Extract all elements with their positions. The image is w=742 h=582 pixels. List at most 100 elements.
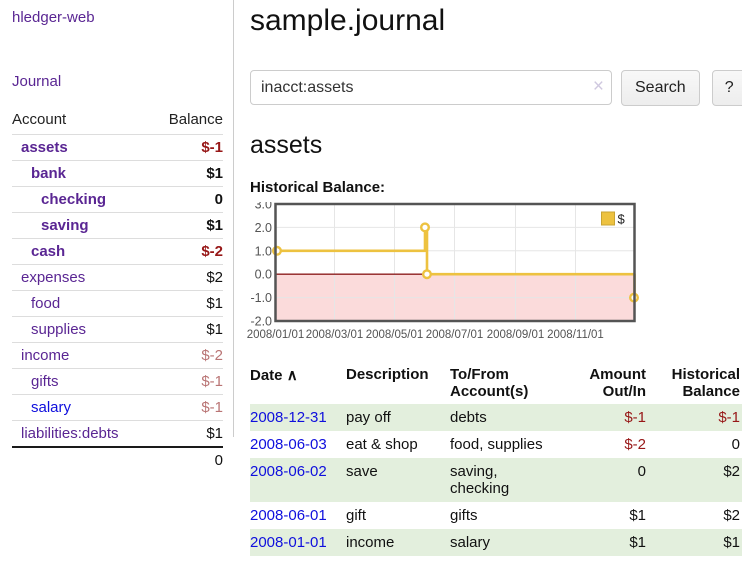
transaction-amount: 0 (562, 458, 648, 502)
svg-text:2008/01/01: 2008/01/01 (247, 329, 305, 341)
account-row: expenses $2 (12, 264, 223, 291)
account-balance: 0 (151, 186, 223, 213)
register-header-date[interactable]: Date ∧ (250, 367, 298, 384)
transaction-description: income (346, 529, 450, 556)
account-balance: $-1 (151, 134, 223, 161)
account-row: food $1 (12, 290, 223, 317)
account-balance: $2 (151, 264, 223, 291)
accounts-header-balance: Balance (168, 111, 223, 128)
page-title: sample.journal (250, 4, 446, 37)
account-row: supplies $1 (12, 316, 223, 343)
accounts-body: assets $-1 bank $1 checking 0 savin (12, 134, 223, 447)
svg-text:2008/09/01: 2008/09/01 (487, 329, 545, 341)
account-row: salary $-1 (12, 394, 223, 421)
register-row: 2008-01-01 income salary $1 $1 (250, 529, 742, 556)
transaction-amount: $1 (629, 507, 646, 524)
account-balance: $1 (151, 290, 223, 317)
transaction-accounts: food, supplies (450, 436, 543, 453)
account-row: cash $-2 (12, 238, 223, 265)
account-row: liabilities:debts $1 (12, 420, 223, 447)
accounts-header-account: Account (12, 111, 67, 128)
transaction-description: save (346, 458, 450, 502)
search-box: × (250, 70, 612, 106)
transaction-date-link[interactable]: 2008-06-02 (250, 463, 327, 480)
account-row: income $-2 (12, 342, 223, 369)
account-link[interactable]: income (21, 347, 70, 364)
transaction-date-link[interactable]: 2008-06-01 (250, 507, 327, 524)
help-button[interactable]: ? (711, 70, 742, 106)
transaction-balance: $2 (723, 507, 740, 524)
accounts-total-value: 0 (151, 446, 223, 473)
sidebar: hledger-web Journal Account Balance asse… (0, 0, 234, 473)
account-balance: $-1 (151, 394, 223, 421)
account-balance: $-2 (151, 342, 223, 369)
transaction-description: gift (346, 507, 367, 524)
account-balance: $1 (151, 212, 223, 239)
transaction-amount: $1 (562, 529, 648, 556)
clear-search-icon[interactable]: × (592, 76, 604, 97)
account-link[interactable]: assets (21, 139, 68, 156)
account-link[interactable]: bank (31, 165, 67, 182)
svg-text:-1.0: -1.0 (250, 291, 272, 305)
transaction-balance: $-1 (648, 404, 742, 431)
register-header-amount: Amount Out/In (589, 366, 646, 400)
account-balance: $1 (151, 316, 223, 343)
transaction-balance: 0 (731, 436, 740, 453)
transaction-date-link[interactable]: 2008-06-03 (250, 436, 327, 453)
register-header-description: Description (346, 366, 429, 383)
account-row: checking 0 (12, 186, 223, 213)
register-row: 2008-12-31 pay off debts $-1 $-1 (250, 404, 742, 431)
search-button[interactable]: Search (621, 70, 700, 106)
transaction-date-link[interactable]: 2008-12-31 (250, 409, 327, 426)
search-row: × Search ? (250, 70, 742, 106)
svg-text:2008/07/01: 2008/07/01 (426, 329, 484, 341)
app-title-link[interactable]: hledger-web (12, 9, 95, 26)
transaction-amount: $-1 (562, 404, 648, 431)
svg-text:2008/05/01: 2008/05/01 (366, 329, 424, 341)
account-balance: $1 (151, 420, 223, 447)
account-link[interactable]: cash (31, 243, 66, 260)
svg-text:2.0: 2.0 (255, 221, 272, 235)
chart-title: Historical Balance: (250, 179, 386, 196)
svg-text:2008/11/01: 2008/11/01 (547, 329, 604, 341)
account-link[interactable]: liabilities:debts (21, 425, 119, 442)
transaction-description: eat & shop (346, 436, 418, 453)
account-row: saving $1 (12, 212, 223, 239)
svg-text:0.0: 0.0 (255, 268, 272, 282)
account-row: bank $1 (12, 160, 223, 187)
svg-text:3.0: 3.0 (255, 202, 272, 212)
register-table: Date ∧ Description To/From Account(s) Am… (250, 364, 742, 556)
transaction-date-link[interactable]: 2008-01-01 (250, 534, 327, 551)
account-row: gifts $-1 (12, 368, 223, 395)
account-link[interactable]: salary (31, 399, 72, 416)
svg-text:1.0: 1.0 (255, 244, 272, 258)
account-link[interactable]: food (31, 295, 61, 312)
account-link[interactable]: saving (41, 217, 89, 234)
account-link[interactable]: supplies (31, 321, 87, 338)
transaction-accounts: debts (450, 404, 562, 431)
account-link[interactable]: checking (41, 191, 107, 208)
journal-link[interactable]: Journal (12, 73, 62, 90)
transaction-accounts: salary (450, 529, 562, 556)
account-balance: $-1 (151, 368, 223, 395)
accounts-header-row: Account Balance (12, 107, 223, 135)
account-link[interactable]: expenses (21, 269, 86, 286)
accounts-table: Account Balance assets $-1 bank $1 (12, 107, 223, 473)
register-row: 2008-06-01 gift gifts $1 $2 (250, 502, 742, 529)
historical-balance-chart[interactable]: $3.0 2.0 1.0 0.0 -1.0 -2.0 2008/01/01 2008/03/0… (246, 198, 742, 352)
account-row: assets $-1 (12, 134, 223, 161)
account-balance: $1 (151, 160, 223, 187)
sort-asc-icon: ∧ (286, 367, 298, 384)
search-input[interactable] (250, 70, 612, 105)
app-root: hledger-web Journal Account Balance asse… (0, 0, 742, 556)
register-header-balance: Historical Balance (671, 366, 740, 400)
account-link[interactable]: gifts (31, 373, 59, 390)
transaction-description: pay off (346, 404, 450, 431)
svg-text:-2.0: -2.0 (250, 315, 272, 329)
register-row: 2008-06-02 save saving, checking 0 $2 (250, 458, 742, 502)
account-heading: assets (250, 131, 323, 159)
accounts-total-row: 0 (12, 446, 223, 473)
svg-text:$: $ (618, 212, 626, 227)
transaction-accounts: gifts (450, 507, 478, 524)
